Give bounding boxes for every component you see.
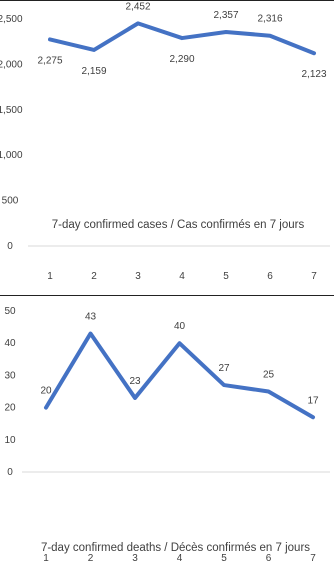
y-tick-label: 500 [2,196,19,207]
series-line [48,21,316,56]
y-tick-label: 20 [4,403,16,414]
chart-title: 7-day confirmed deaths / Décès confirmés… [41,542,310,554]
data-label: 40 [174,321,186,332]
x-tick-label: 2 [91,271,97,282]
data-label: 17 [307,395,319,406]
x-tick-label: 3 [135,271,141,282]
x-tick-label: 3 [132,553,138,564]
y-tick-label: 30 [4,370,16,381]
y-tick-label: 10 [4,435,16,446]
series-line [44,331,315,420]
x-tick-label: 6 [266,553,272,564]
y-tick-label: 0 [7,241,13,252]
x-tick-label: 1 [43,553,49,564]
deaths-chart-panel: 0 10 20 30 40 50 1 2 3 4 5 6 7 7-day confirmed deaths… [0,296,334,573]
data-label: 2,275 [37,55,62,66]
x-tick-label: 7 [311,271,317,282]
x-tick-label: 2 [88,553,94,564]
x-tick-label: 6 [267,271,273,282]
data-label: 25 [263,370,275,381]
chart-title: 7-day confirmed cases / Cas confirmés en… [52,219,305,231]
x-tick-label: 4 [177,553,183,564]
data-label: 43 [85,312,97,323]
y-tick-label: 50 [4,306,16,317]
data-label: 27 [218,363,230,374]
cases-chart-panel: 0 500 1,000 1,500 2,000 2,500 1 2 3 4 5 6 7 7-day con… [0,0,334,296]
data-label: 2,452 [125,1,150,12]
data-label: 2,316 [257,14,282,25]
data-label: 2,159 [81,66,106,77]
data-label: 20 [40,386,52,397]
cases-line-chart: 0 500 1,000 1,500 2,000 2,500 1 2 3 4 5 6 7 7-day con… [0,1,330,282]
y-tick-label: 40 [4,338,16,349]
x-tick-label: 5 [221,553,227,564]
data-label: 23 [129,376,141,387]
x-tick-label: 4 [179,271,185,282]
y-tick-label: 2,000 [0,59,23,70]
x-tick-label: 1 [47,271,53,282]
x-tick-label: 7 [310,553,316,564]
y-tick-label: 1,500 [0,105,23,116]
y-tick-label: 0 [7,467,13,478]
y-tick-label: 2,500 [0,14,23,25]
data-label: 2,357 [213,10,238,21]
data-label: 2,290 [169,54,194,65]
x-tick-label: 5 [223,271,229,282]
data-label: 2,123 [301,69,326,80]
y-tick-label: 1,000 [0,150,23,161]
